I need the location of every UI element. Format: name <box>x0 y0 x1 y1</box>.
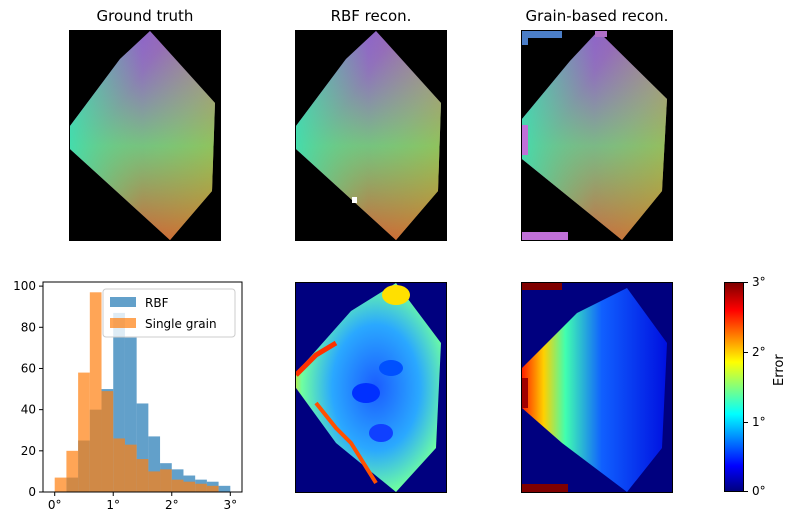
hist-bar-rbf <box>148 436 161 492</box>
colorbar-tick-0: 0° <box>752 484 766 498</box>
grain-error-map-image <box>522 283 672 492</box>
rbf-missing-pixel <box>352 197 357 203</box>
hist-bar-single-grain <box>206 485 219 492</box>
hist-bar-single-grain <box>54 477 67 492</box>
hist-bar-single-grain <box>160 469 172 492</box>
grain-recon-stray-top <box>522 31 562 38</box>
rbf-recon-map-image <box>296 31 446 240</box>
legend-label-rbf: RBF <box>145 296 169 310</box>
ground-truth-map-image <box>70 31 220 240</box>
y-tick-label: 80 <box>21 320 36 334</box>
x-tick-label: 0° <box>48 498 62 512</box>
ground-truth-grain <box>70 31 215 240</box>
hist-bar-single-grain <box>171 479 184 492</box>
rbf-recon-map <box>295 30 447 241</box>
y-tick-label: 100 <box>13 279 36 293</box>
y-tick-label: 0 <box>28 485 36 499</box>
hist-bar-single-grain <box>89 292 102 492</box>
colorbar-tick-2: 2° <box>752 345 766 359</box>
hist-bar-single-grain <box>148 471 161 492</box>
legend-label-single-grain: Single grain <box>145 317 217 331</box>
x-tick-label: 3° <box>223 498 237 512</box>
hist-bar-rbf <box>218 485 231 492</box>
rbf-error-map <box>295 282 447 493</box>
legend-swatch-rbf <box>110 297 136 307</box>
hist-bar-single-grain <box>66 450 79 492</box>
x-tick-label: 1° <box>106 498 120 512</box>
grain-recon-map <box>521 30 673 241</box>
hist-bar-single-grain <box>101 391 114 492</box>
hist-bar-single-grain <box>124 444 137 492</box>
hist-bar-single-grain <box>195 483 207 492</box>
legend-swatch-single-grain <box>110 318 136 328</box>
grain-recon-grain <box>522 31 667 240</box>
error-colorbar <box>724 282 744 492</box>
hist-bar-rbf <box>136 403 149 492</box>
title-ground-truth: Ground truth <box>96 7 194 25</box>
grain-recon-map-image <box>522 31 672 240</box>
hist-bar-single-grain <box>183 481 196 492</box>
hist-bar-single-grain <box>113 438 125 492</box>
title-grain-recon: Grain-based recon. <box>525 7 669 25</box>
hist-bar-rbf <box>113 312 125 492</box>
y-tick-label: 20 <box>21 444 36 458</box>
grain-error-map <box>521 282 673 493</box>
colorbar-tick-1: 1° <box>752 415 766 429</box>
rbf-recon-grain <box>296 31 441 240</box>
grain-recon-stray-bottom <box>522 232 568 240</box>
y-tick-label: 40 <box>21 403 36 417</box>
x-tick-label: 2° <box>165 498 179 512</box>
grain-error-field <box>522 288 667 492</box>
hist-frame <box>42 281 243 493</box>
hist-bar-single-grain <box>78 372 90 492</box>
hist-bar-single-grain <box>136 459 149 492</box>
colorbar-tick-3: 3° <box>752 275 766 289</box>
rbf-error-map-image <box>296 283 446 492</box>
hist-bar-rbf <box>124 337 137 492</box>
ground-truth-map <box>69 30 221 241</box>
title-rbf-recon: RBF recon. <box>330 7 412 25</box>
y-tick-label: 60 <box>21 361 36 375</box>
